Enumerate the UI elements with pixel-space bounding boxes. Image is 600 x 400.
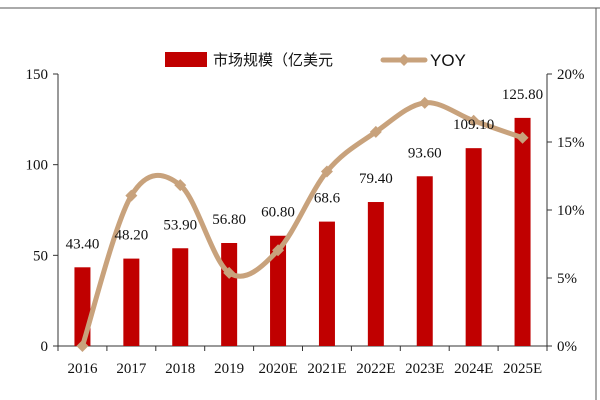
yoy-point <box>516 131 529 144</box>
x-tick-label: 2022E <box>356 361 395 377</box>
x-tick-label: 2020E <box>258 361 297 377</box>
bar <box>465 148 482 346</box>
bar <box>172 248 189 346</box>
legend: 市场规模（亿美元 YOY <box>165 51 466 70</box>
bar-value-label: 53.90 <box>163 217 197 233</box>
right-tick-label: 15% <box>557 135 585 151</box>
legend-label-yoy: YOY <box>430 51 466 70</box>
bar-value-label: 125.80 <box>502 87 543 103</box>
x-tick-label: 2018 <box>165 361 195 377</box>
bar <box>367 202 384 346</box>
yoy-line <box>79 100 526 349</box>
yoy-point <box>320 165 333 178</box>
bar-value-label: 48.20 <box>114 228 148 244</box>
x-tick-label: 2016 <box>67 361 98 377</box>
x-tick-label: 2024E <box>454 361 493 377</box>
yoy-series <box>76 96 529 352</box>
left-tick-label: 50 <box>33 248 48 264</box>
yoy-point <box>76 340 89 352</box>
right-tick-label: 20% <box>557 67 585 83</box>
bar-value-label: 68.6 <box>314 191 341 207</box>
x-tick-label: 2017 <box>116 361 147 377</box>
bar <box>270 235 287 346</box>
yoy-point <box>369 125 382 138</box>
yoy-point <box>125 189 138 202</box>
bar-value-label: 79.40 <box>359 171 393 187</box>
bar-value-label: 93.60 <box>408 145 442 161</box>
x-tick-label: 2019 <box>214 361 244 377</box>
bar <box>221 243 238 346</box>
bar-series <box>74 117 531 347</box>
x-tick-label: 2023E <box>405 361 444 377</box>
left-tick-label: 0 <box>41 339 49 355</box>
bar <box>123 258 140 346</box>
right-tick-label: 5% <box>557 271 577 287</box>
left-tick-label: 150 <box>26 67 49 83</box>
axes: 0 50 100 150 0% 5% 10% 15% 20% 2016 2017 2018 2019 20… <box>26 67 585 377</box>
legend-swatch-market-size <box>165 52 207 67</box>
yoy-point <box>418 96 431 109</box>
right-tick-label: 0% <box>557 339 577 355</box>
left-tick-label: 100 <box>26 158 49 174</box>
x-tick-label: 2025E <box>503 361 542 377</box>
yoy-point <box>223 266 236 279</box>
yoy-point <box>272 244 285 257</box>
legend-marker-yoy <box>398 54 410 66</box>
bar-value-label: 56.80 <box>212 212 246 228</box>
right-tick-label: 10% <box>557 203 585 219</box>
bar <box>416 176 433 346</box>
bar-value-label: 43.40 <box>66 236 100 252</box>
bar-value-label: 60.80 <box>261 205 295 221</box>
data-labels: 43.40 48.20 53.90 56.80 60.80 68.6 79.40 93.60 1… <box>66 87 544 252</box>
legend-label-market-size: 市场规模（亿美元 <box>213 52 333 69</box>
yoy-point <box>467 114 480 127</box>
bar <box>318 221 335 346</box>
bar-value-label: 109.10 <box>453 117 494 133</box>
x-tick-label: 2021E <box>307 361 346 377</box>
yoy-point <box>174 179 187 192</box>
bar <box>514 117 531 347</box>
